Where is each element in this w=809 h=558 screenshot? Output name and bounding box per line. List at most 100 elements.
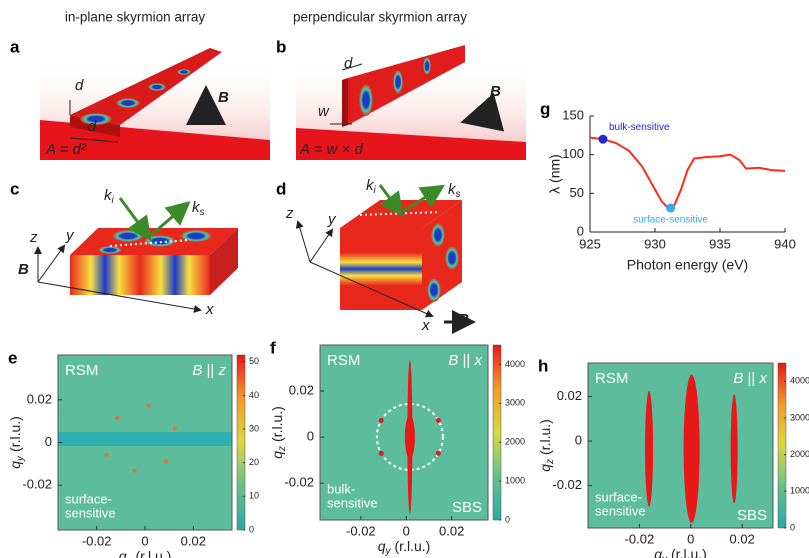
axis-unit: (r.l.u.) [671,546,707,558]
beam-stop [58,432,232,446]
bragg-peak [173,427,177,431]
axis-variable: q [7,461,23,469]
dim-label: d [75,77,84,94]
field-symbol: B [192,362,202,379]
corner-label: RSM [327,352,360,369]
k-in: ki [366,177,377,196]
colorbar-tick-label: 0 [790,522,795,532]
field-axis: x [474,352,483,369]
x-tick-label: 925 [579,236,601,251]
panel-label: c [10,179,19,198]
note: sensitive [595,503,646,518]
bragg-peak [133,469,137,473]
axis-subscript: z [545,459,556,465]
field-separator: || [743,370,759,387]
axis-variable: q [537,464,553,472]
colorbar-tick-label: 10 [249,491,259,501]
y-tick-label: -0.02 [22,477,52,492]
axis-arrow [38,246,64,282]
bragg-peak [407,401,412,406]
field-label: B || z [192,362,226,379]
colorbar [237,355,245,530]
y-tick-label: 0.02 [27,391,52,406]
y-tick-label: 0 [577,223,584,238]
axis-unit: (r.l.u.) [395,538,431,554]
y-tick-label: 100 [562,146,584,161]
panel-c: c ki ks z y x B [10,179,238,317]
x-tick-label: 0 [141,533,148,548]
x-tick-label: 940 [774,236,796,251]
note: sensitive [65,505,116,520]
slab-front [340,228,422,310]
panel-d: d ki ks z y x B [276,177,470,334]
axis-subscript: z [277,446,288,452]
colorbar-tick-label: 40 [249,390,259,400]
field-axis: x [759,370,768,387]
field-label: B || x [733,370,767,387]
skyrmion [98,246,122,254]
y-axis-label: qz(r.l.u.) [537,419,556,472]
mode-label: SBS [737,507,767,524]
axis-label: z [285,205,294,222]
y-tick-label: 0 [45,434,52,449]
axis-variable: q [119,548,127,558]
field-symbol: B [448,352,458,369]
bragg-peak [407,467,412,472]
formula: A = d² [45,141,87,158]
x-tick-label: 0.02 [730,531,755,546]
y-tick-label: -0.02 [552,477,582,492]
bragg-peak [436,451,441,456]
x-tick-label: 930 [644,236,666,251]
colorbar-tick-label: 0 [505,514,510,524]
field-separator: || [458,352,474,369]
k-subscript: i [374,185,377,196]
x-tick-label: -0.02 [625,531,655,546]
axis-label: y [65,227,75,244]
specular-peak [405,415,415,459]
axis-label: z [29,229,38,246]
skyrmion [116,98,140,108]
marker-label: bulk-sensitive [609,122,670,133]
field-label: B [18,261,29,278]
y-tick-label: 0.02 [557,388,582,403]
bragg-peak [436,418,441,423]
note: surface- [65,491,112,506]
formula: A = w × d [299,141,363,158]
panel-label: e [8,348,17,367]
field-label: B || x [448,352,482,369]
y-tick-label: 50 [570,185,584,200]
k-subscript: s [456,189,461,200]
x-axis-label: qy(r.l.u.) [654,546,707,558]
bragg-peak [379,418,384,423]
x-tick-label: 0.02 [439,523,464,538]
axis-variable: q [269,451,285,459]
specular-rod [684,375,700,524]
satellite-rod [731,394,738,503]
axis-unit: (r.l.u.) [7,416,23,452]
colorbar-tick-label: 3000 [790,412,809,422]
colorbar-tick-label: 20 [249,457,259,467]
axis-subscript: y [661,554,668,558]
panel-label: h [538,356,548,375]
colorbar-tick-label: 30 [249,423,259,433]
panel-a: in-plane skyrmion array a d d B A = d² [10,10,270,160]
field-label: B [490,83,501,100]
colorbar-tick-label: 50 [249,356,259,366]
skyrmion [431,223,445,247]
axis-unit: (r.l.u.) [136,548,172,558]
note: bulk- [327,481,355,496]
skyrmion [427,278,441,302]
dim-label: d [88,118,97,135]
x-tick-label: -0.02 [82,533,112,548]
bragg-peak [379,451,384,456]
colorbar-tick-label: 3000 [505,398,525,408]
field-separator: || [202,362,218,379]
axis-unit: (r.l.u.) [269,406,285,442]
y-tick-label: 150 [562,107,584,122]
bragg-peak [105,453,109,457]
y-tick-label: 0.02 [289,382,314,397]
panel-title: perpendicular skyrmion array [293,10,467,25]
y-axis-label: qy(r.l.u.) [7,416,26,469]
colorbar-tick-label: 2000 [505,437,525,447]
skyrmion [423,57,431,75]
